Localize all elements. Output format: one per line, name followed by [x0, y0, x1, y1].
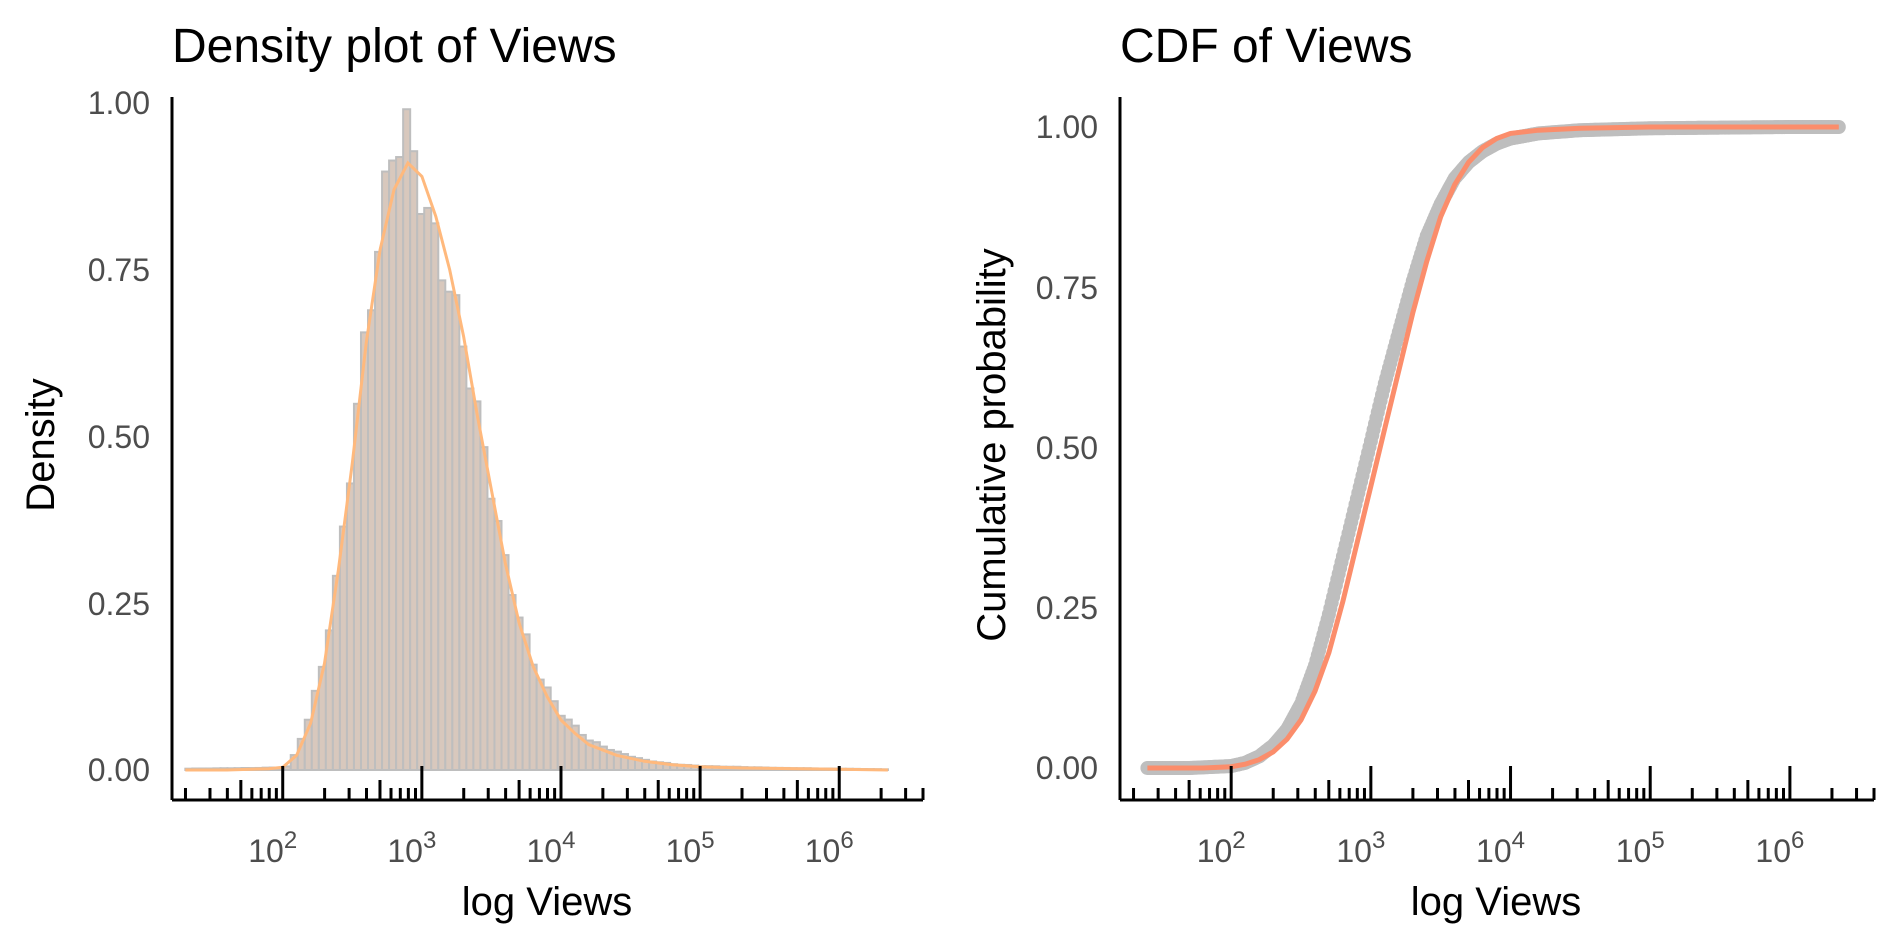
x-tick-label: 106	[1755, 827, 1804, 869]
y-tick-label: 0.50	[1036, 430, 1098, 466]
y-tick-label: 0.50	[88, 419, 150, 455]
fitted-cdf-line	[1147, 124, 1839, 771]
x-tick-label: 102	[248, 827, 297, 869]
x-tick-label: 102	[1197, 827, 1246, 869]
histogram-bar	[430, 222, 440, 771]
x-tick-label: 103	[387, 827, 436, 869]
cdf-x-tick-labels: 102 103 104 105 106	[1197, 827, 1805, 869]
histogram-bar	[409, 150, 419, 771]
cdf-chart-title: CDF of Views	[1120, 20, 1413, 73]
cdf-y-axis-title: Cumulative probability	[970, 248, 1014, 642]
x-tick-label: 104	[1476, 827, 1525, 869]
y-tick-label: 0.25	[88, 586, 150, 622]
histogram-bar	[423, 206, 433, 771]
density-y-axis-title: Density	[19, 378, 63, 511]
y-tick-label: 1.00	[1036, 109, 1098, 145]
cdf-y-ticks: 0.00 0.25 0.50 0.75 1.00	[1036, 109, 1098, 786]
density-chart-title: Density plot of Views	[172, 20, 617, 73]
histogram-bar	[352, 402, 362, 771]
y-tick-label: 0.25	[1036, 590, 1098, 626]
cdf-panel: CDF of Views 0.00 0.25 0.50 0.75 1.00 102 103…	[970, 20, 1876, 924]
x-tick-label: 105	[666, 827, 715, 869]
histogram-bar	[416, 212, 426, 771]
histogram-bar	[359, 331, 370, 771]
density-curve	[185, 160, 888, 772]
histogram-bar	[528, 663, 538, 771]
x-tick-label: 105	[1616, 827, 1665, 869]
cdf-x-minor-ticks	[1132, 766, 1876, 800]
density-x-tick-labels: 102 103 104 105 106	[248, 827, 853, 869]
histogram-bar	[338, 525, 348, 771]
y-tick-label: 0.00	[88, 752, 150, 788]
density-y-ticks: 0.00 0.25 0.50 0.75 1.00	[88, 85, 150, 788]
histogram-bar	[479, 446, 489, 771]
x-tick-label: 104	[527, 827, 576, 869]
cdf-x-axis-title: log Views	[1411, 880, 1581, 924]
density-x-minor-ticks	[183, 766, 925, 800]
histogram-bar	[374, 250, 384, 772]
histogram-bar	[500, 554, 510, 772]
density-x-axis-title: log Views	[462, 880, 632, 924]
y-tick-label: 1.00	[88, 85, 150, 121]
histogram-bar	[493, 520, 503, 771]
empirical-cdf-points	[1140, 120, 1846, 775]
histogram-bar	[437, 279, 447, 771]
histogram-bar	[388, 159, 398, 771]
histogram-bar	[367, 309, 377, 771]
histogram-bar	[535, 678, 545, 772]
histogram-bar	[472, 400, 482, 771]
density-panel: Density plot of Views 0.00 0.25 0.50 0.75 1.…	[19, 20, 925, 924]
y-tick-label: 0.75	[88, 252, 150, 288]
histogram-bar	[451, 294, 461, 771]
y-tick-label: 0.00	[1036, 750, 1098, 786]
x-tick-label: 103	[1336, 827, 1385, 869]
x-tick-label: 106	[805, 827, 854, 869]
y-tick-label: 0.75	[1036, 270, 1098, 306]
histogram-bar	[381, 170, 391, 771]
histogram-bar	[444, 290, 454, 771]
histogram-bar	[345, 482, 355, 771]
histogram-bar	[514, 616, 524, 772]
histogram-bar	[465, 387, 475, 771]
histogram-bar	[395, 156, 405, 772]
histogram-bar	[458, 345, 468, 771]
histogram-bar	[486, 497, 496, 771]
histogram-bar	[402, 108, 412, 771]
histogram-bar	[507, 594, 517, 771]
